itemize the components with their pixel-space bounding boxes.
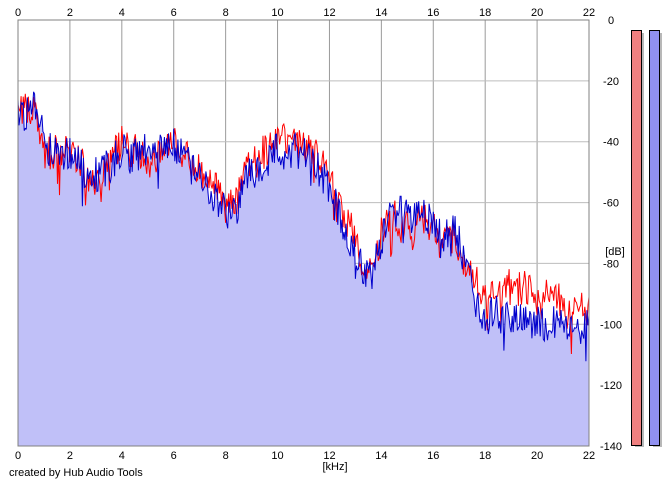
credit-text: created by Hub Audio Tools	[9, 467, 143, 479]
spectrum-fill-area	[18, 91, 589, 447]
y-axis-label: [dB]	[605, 246, 625, 258]
y-tick-label: 0	[608, 15, 614, 27]
y-tick-label: -80	[603, 258, 619, 270]
x-tick-label-top: 4	[119, 7, 125, 19]
x-tick-label-top: 6	[171, 7, 177, 19]
y-tick-label: -60	[603, 198, 619, 210]
x-tick-label-top: 22	[583, 7, 595, 19]
series-line-red	[17, 93, 590, 355]
x-tick-label-bottom: 6	[171, 450, 177, 462]
y-tick-labels: 0 -20 -40 -60 -80 -100 -120 -140	[600, 15, 622, 453]
x-axis-label: [kHz]	[322, 461, 347, 473]
x-tick-label-bottom: 18	[479, 450, 491, 462]
x-tick-label-top: 8	[223, 7, 229, 19]
y-tick-label: -100	[600, 319, 622, 331]
y-tick-label: -40	[603, 137, 619, 149]
y-tick-label: -140	[600, 441, 622, 453]
x-tick-label-bottom: 16	[427, 450, 439, 462]
level-meter-right	[649, 30, 660, 446]
x-tick-labels-top: 0 2 4 6 8 10 12 14 16 18 20 22	[15, 7, 595, 19]
series-line-blue	[17, 91, 590, 362]
x-tick-label-bottom: 14	[375, 450, 387, 462]
x-tick-label-top: 20	[531, 7, 543, 19]
x-tick-label-bottom: 12	[323, 450, 335, 462]
y-tick-label: -120	[600, 380, 622, 392]
x-tick-label-bottom: 10	[271, 450, 283, 462]
x-tick-label-top: 16	[427, 7, 439, 19]
x-tick-labels-bottom: 0 2 4 6 8 10 12 14 16 18 20 22	[15, 450, 595, 462]
y-tick-label: -20	[603, 76, 619, 88]
x-tick-label-bottom: 2	[67, 450, 73, 462]
x-tick-label-bottom: 22	[583, 450, 595, 462]
level-meter-left	[631, 30, 642, 446]
plot-border	[17, 19, 590, 447]
x-tick-label-top: 10	[271, 7, 283, 19]
x-tick-label-bottom: 0	[15, 450, 21, 462]
x-tick-label-bottom: 4	[119, 450, 125, 462]
x-tick-label-top: 0	[15, 7, 21, 19]
x-tick-label-top: 18	[479, 7, 491, 19]
x-tick-label-top: 14	[375, 7, 387, 19]
x-tick-label-top: 2	[67, 7, 73, 19]
x-tick-label-bottom: 8	[223, 450, 229, 462]
x-tick-label-bottom: 20	[531, 450, 543, 462]
series-group	[17, 91, 590, 362]
x-tick-label-top: 12	[323, 7, 335, 19]
